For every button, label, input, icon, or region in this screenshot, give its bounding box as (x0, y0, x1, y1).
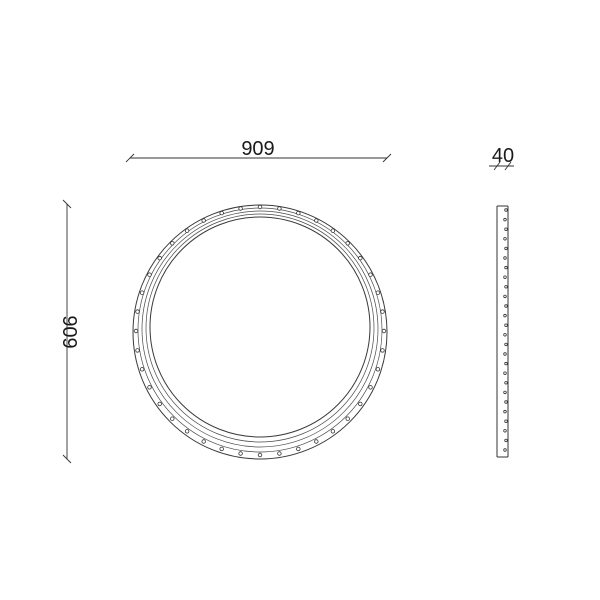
ring-bead (380, 309, 385, 314)
ring-bead (238, 451, 243, 456)
side-bead (503, 429, 507, 433)
ring-bead (257, 452, 263, 458)
ring-bead (368, 385, 373, 390)
side-bead (504, 438, 508, 443)
ring-bead (201, 218, 206, 223)
side-bead (504, 208, 508, 212)
side-bead (504, 265, 508, 270)
side-bead (504, 246, 508, 251)
ring-bead (375, 367, 381, 372)
side-bead (504, 361, 508, 366)
ring-bead (201, 439, 206, 444)
ring-bead (277, 206, 282, 211)
ring-inner-edge (149, 216, 371, 438)
depth-label: 40 (492, 145, 514, 167)
ring-bead (368, 272, 373, 277)
ring-bead (135, 348, 140, 353)
ring-bead (219, 210, 224, 216)
ring-bead (257, 204, 263, 210)
side-bead (504, 304, 508, 308)
ring-bead (358, 401, 363, 407)
ring-bead (277, 451, 282, 456)
ring-bead (170, 241, 175, 246)
ring-bead (330, 429, 336, 434)
ring-bead (358, 255, 363, 261)
side-bead (504, 323, 508, 327)
width-label: 909 (241, 138, 274, 160)
ring-beads (133, 204, 387, 458)
ring-bead (375, 290, 381, 295)
ring-bead (184, 429, 190, 434)
side-bead (503, 390, 507, 395)
ring-bead (184, 228, 190, 233)
ring-bead (135, 309, 140, 314)
ring-bead (296, 446, 301, 452)
ring-bead (296, 210, 301, 216)
side-bead (504, 381, 508, 385)
height-dimension: 909 (58, 199, 80, 464)
ring-front-view (132, 204, 388, 460)
ring-bead (139, 290, 145, 295)
ring-band-3 (145, 213, 375, 443)
side-bead (503, 237, 507, 241)
side-bead (503, 217, 507, 222)
ring-bead (147, 385, 152, 390)
ring-bead (345, 416, 350, 421)
side-bead (503, 256, 507, 260)
ring-bead (157, 255, 162, 261)
ring-bead (157, 401, 162, 407)
ring-bead (170, 416, 175, 421)
side-bead (503, 352, 507, 356)
side-beads (503, 208, 508, 452)
ring-bead (380, 348, 385, 353)
ring-bead (381, 328, 387, 334)
side-bead (503, 409, 507, 414)
ring-bead (133, 328, 139, 334)
side-bead (503, 275, 507, 279)
ring-bead (219, 446, 224, 452)
side-bead (503, 448, 507, 452)
depth-dimension: 40 (489, 145, 514, 171)
ring-band-2 (141, 210, 379, 448)
ring-bead (330, 228, 336, 233)
ring-bead (314, 439, 319, 444)
side-bead (503, 294, 507, 299)
side-bead (504, 227, 508, 231)
ring-side-view (496, 205, 509, 458)
ring-bead (238, 206, 243, 211)
ring-bead (345, 241, 350, 246)
height-label: 909 (58, 315, 80, 348)
side-bead (503, 313, 507, 318)
side-bead (503, 333, 507, 337)
side-bead (504, 419, 508, 423)
width-dimension: 909 (125, 138, 392, 163)
ring-band-1 (137, 207, 383, 453)
ring-bead (314, 218, 319, 223)
side-bead (503, 371, 507, 375)
ring-bead (147, 272, 152, 277)
side-bead (504, 285, 508, 289)
ring-bead (139, 367, 145, 372)
side-bead (504, 400, 508, 404)
side-bead (504, 342, 508, 347)
